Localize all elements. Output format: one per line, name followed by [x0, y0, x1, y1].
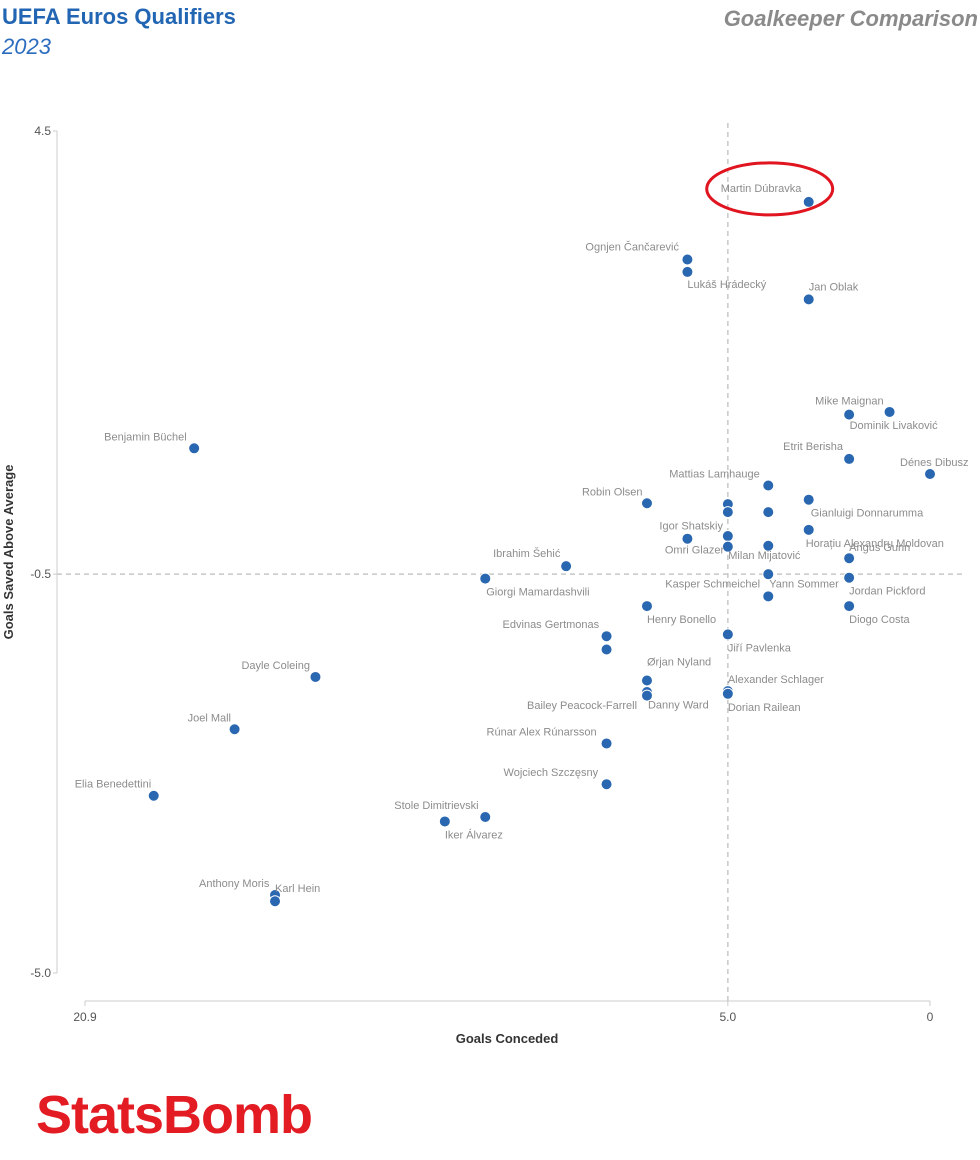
highlight-ellipse	[705, 161, 835, 217]
data-point	[479, 811, 492, 824]
data-point	[802, 493, 815, 506]
data-point	[721, 530, 734, 543]
data-point	[438, 815, 451, 828]
chart-year: 2023	[2, 34, 51, 59]
point-label: Dominik Livaković	[850, 420, 939, 432]
point-label: Iker Álvarez	[445, 828, 503, 841]
data-point	[843, 600, 856, 613]
data-point	[681, 532, 694, 545]
reference-lines	[57, 123, 965, 1001]
point-label: Edvinas Gertmonas	[503, 619, 600, 631]
point-label: Mike Maignan	[815, 396, 883, 408]
data-point	[802, 293, 815, 306]
point-label: Dorian Railean	[728, 702, 801, 714]
point-label: Lukáš Hrádecký	[687, 279, 766, 291]
point-label: Elia Benedettini	[75, 779, 151, 791]
data-point	[924, 468, 936, 481]
data-point	[762, 506, 775, 519]
data-point	[721, 687, 734, 700]
point-label: Rúnar Alex Rúnarsson	[487, 726, 597, 738]
point-label: Ørjan Nyland	[647, 657, 711, 669]
data-point	[600, 778, 613, 791]
statsbomb-logo: StatsBomb	[36, 1085, 313, 1145]
point-label: Yann Sommer	[769, 578, 839, 590]
data-point	[600, 737, 613, 750]
point-labels: Martin Dúbravka Ognjen Čančarević Lukáš Hr…	[75, 183, 969, 895]
chart-axes: 4.5 -0.5 -5.0 20.9 5.0 0	[30, 124, 933, 1024]
point-label: Joel Mall	[188, 712, 231, 724]
x-tick-label: 5.0	[720, 1010, 737, 1024]
y-tick-label: -5.0	[30, 966, 51, 980]
data-point	[721, 506, 734, 519]
y-axis-title: Goals Saved Above Average	[1, 465, 16, 640]
y-tick-label: 4.5	[34, 124, 51, 138]
point-label: Henry Bonello	[647, 614, 716, 626]
point-label: Mattias Lamhauge	[669, 469, 760, 481]
data-point	[681, 253, 694, 266]
point-label: Karl Hein	[275, 883, 320, 895]
data-point	[843, 571, 856, 584]
data-point	[228, 723, 241, 736]
data-point	[269, 895, 282, 908]
point-label: Dayle Coleing	[241, 660, 309, 672]
point-label: Jiří Pavlenka	[728, 642, 792, 654]
point-label: Diogo Costa	[849, 614, 910, 626]
data-point	[188, 442, 201, 455]
x-tick-label: 20.9	[73, 1010, 97, 1024]
point-label: Gianluigi Donnarumma	[811, 508, 924, 520]
point-label: Danny Ward	[648, 700, 709, 712]
data-point	[309, 670, 322, 683]
data-point	[640, 689, 653, 702]
data-points	[147, 161, 936, 908]
data-point	[843, 452, 856, 465]
chart-title: UEFA Euros Qualifiers	[2, 4, 236, 29]
point-label: Ognjen Čančarević	[585, 241, 679, 254]
data-point	[843, 408, 856, 421]
point-label: Wojciech Szczęsny	[504, 767, 599, 779]
data-point	[762, 479, 775, 492]
point-label: Bailey Peacock-Farrell	[527, 700, 637, 712]
data-point	[681, 265, 694, 278]
data-point	[479, 572, 492, 585]
point-label: Milan Mijatović	[728, 550, 801, 562]
data-point	[883, 405, 896, 418]
data-point	[600, 643, 613, 656]
point-label: Stole Dimitrievski	[394, 800, 478, 812]
point-label: Angus Gunn	[849, 542, 910, 554]
point-label: Igor Shatskiy	[659, 521, 723, 533]
point-label: Giorgi Mamardashvili	[486, 587, 589, 599]
point-label: Alexander Schlager	[728, 674, 824, 686]
point-label: Etrit Berisha	[783, 441, 844, 453]
data-point	[640, 497, 653, 510]
y-tick-label: -0.5	[30, 567, 51, 581]
point-label: Robin Olsen	[582, 486, 643, 498]
chart-subtitle: Goalkeeper Comparison	[723, 6, 978, 31]
point-label: Anthony Moris	[199, 878, 270, 890]
data-point	[560, 560, 573, 573]
data-point	[640, 600, 653, 613]
data-point	[762, 539, 775, 552]
scatter-chart: 4.5 -0.5 -5.0 20.9 5.0 0 Martin Dúbravka Ognje…	[1, 123, 969, 1046]
point-label: Jan Oblak	[809, 281, 859, 293]
data-point	[762, 590, 775, 603]
x-axis-title: Goals Conceded	[456, 1031, 559, 1046]
data-point	[843, 552, 856, 565]
data-point	[600, 630, 613, 643]
point-label: Jordan Pickford	[849, 586, 925, 598]
point-label: Ibrahim Šehić	[493, 547, 561, 560]
data-point	[640, 674, 653, 687]
data-point	[721, 540, 734, 553]
data-point	[762, 568, 775, 581]
data-point	[721, 628, 734, 641]
point-label: Benjamin Büchel	[104, 431, 187, 443]
point-label: Horațiu Alexandru Moldovan	[806, 538, 944, 550]
point-label: Kasper Schmeichel	[665, 578, 760, 590]
point-label: Dénes Dibusz	[900, 457, 968, 469]
data-point	[147, 789, 160, 802]
data-point	[802, 523, 815, 536]
data-point	[802, 195, 815, 208]
point-label: Omri Glazer	[665, 545, 725, 557]
point-label: Martin Dúbravka	[721, 183, 803, 195]
x-tick-label: 0	[927, 1010, 934, 1024]
